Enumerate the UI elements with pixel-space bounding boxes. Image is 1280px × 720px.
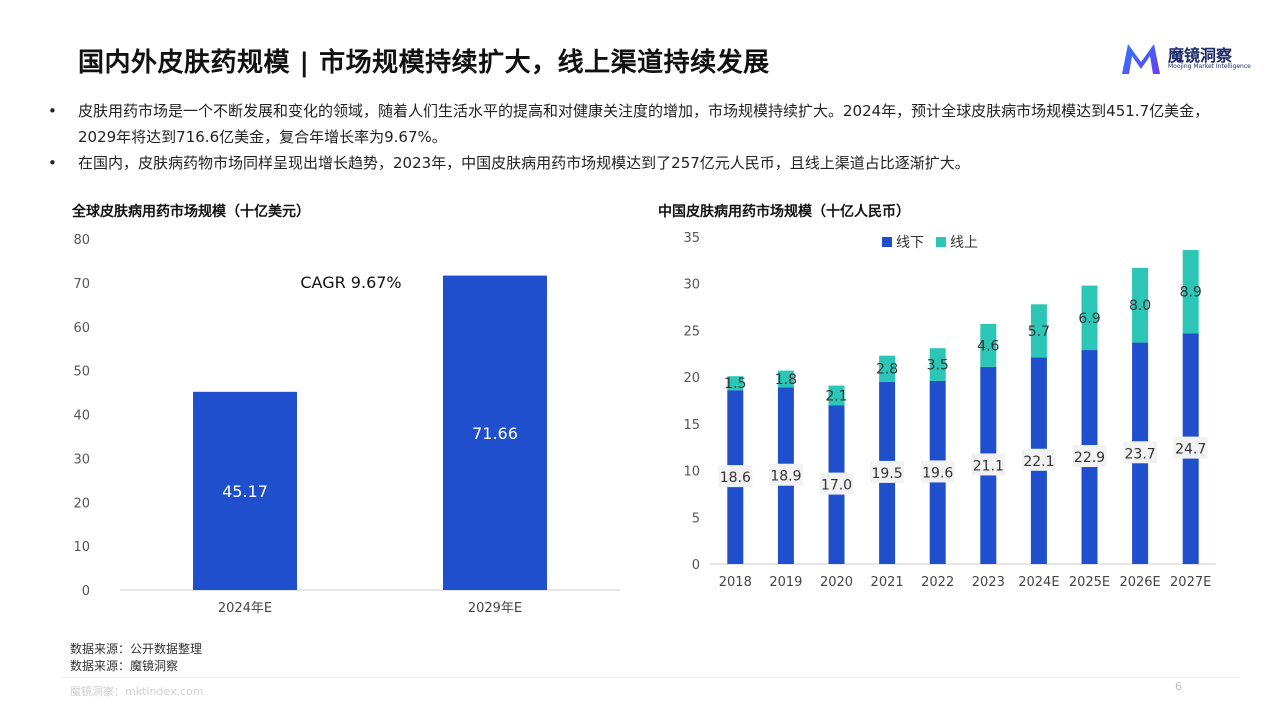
- y-tick-label: 0: [82, 584, 90, 599]
- offline-value-label: 22.1: [1023, 454, 1054, 470]
- online-value-label: 2.8: [876, 362, 898, 378]
- y-tick-label: 20: [683, 371, 700, 386]
- x-tick-label: 2021: [871, 575, 904, 590]
- online-value-label: 2.1: [825, 388, 847, 404]
- bar-online: [879, 355, 896, 382]
- online-value-label: 3.5: [927, 358, 949, 374]
- value-label-bg: [768, 463, 803, 486]
- bar: [443, 275, 547, 590]
- bar-online: [1081, 285, 1098, 351]
- y-tick-label: 40: [73, 409, 90, 424]
- value-label-bg: [1123, 441, 1158, 464]
- footer-text: 魔镜洞察：mktindex.com: [70, 685, 204, 698]
- bar-online: [1182, 250, 1199, 334]
- legend-label-offline: 线下: [896, 235, 924, 251]
- offline-value-label: 23.7: [1125, 446, 1156, 462]
- bar-value-label: 71.66: [472, 424, 518, 443]
- y-tick-label: 70: [73, 277, 90, 292]
- value-label-bg: [1173, 436, 1208, 459]
- x-tick-label: 2029年E: [468, 601, 522, 616]
- online-value-label: 8.9: [1180, 285, 1202, 301]
- global-chart-title: 全球皮肤病用药市场规模（十亿美元）: [72, 204, 310, 220]
- bar-online: [1030, 304, 1047, 358]
- y-tick-label: 30: [683, 278, 700, 293]
- brand-logo: 魔镜洞察 Moojing Market Intelligence: [1118, 40, 1251, 76]
- global-market-chart: 0 10 20 30 40 50 60 70 80 45.17 2024年E 71.66 2029年E C…: [73, 233, 620, 616]
- bar-online: [777, 370, 794, 388]
- offline-value-label: 22.9: [1074, 450, 1105, 466]
- value-label-bg: [1072, 445, 1107, 468]
- y-tick-label: 20: [73, 496, 90, 511]
- data-source-1: 数据来源：公开数据整理: [70, 642, 203, 656]
- bar-online: [727, 376, 744, 391]
- bar-online: [1132, 267, 1149, 343]
- china-market-chart: 0 5 10 15 20 25 30 35 18.6 1.5 2018 18.9 1.8 2019 17.0…: [683, 231, 1216, 590]
- offline-value-label: 18.9: [770, 469, 801, 485]
- online-value-label: 1.8: [775, 372, 797, 388]
- offline-value-label: 21.1: [973, 458, 1004, 474]
- value-label-bg: [718, 465, 753, 488]
- y-tick-label: 10: [73, 540, 90, 555]
- y-tick-label: 0: [692, 558, 700, 573]
- y-tick-label: 60: [73, 321, 90, 336]
- bullet-item: • 皮肤用药市场是一个不断发展和变化的领域，随着人们生活水平的提高和对健康关注度…: [48, 98, 1228, 150]
- offline-value-label: 19.5: [872, 466, 903, 482]
- bullet-text: 皮肤用药市场是一个不断发展和变化的领域，随着人们生活水平的提高和对健康关注度的增…: [78, 102, 1210, 146]
- offline-value-label: 17.0: [821, 478, 852, 494]
- legend-label-online: 线上: [950, 235, 978, 251]
- bullet-list: • 皮肤用药市场是一个不断发展和变化的领域，随着人们生活水平的提高和对健康关注度…: [48, 98, 1228, 176]
- bar-value-label: 45.17: [222, 482, 268, 501]
- bar-online: [980, 323, 997, 367]
- y-tick-label: 10: [683, 465, 700, 480]
- x-tick-label: 2024年E: [218, 601, 272, 616]
- value-label-bg: [1021, 448, 1056, 471]
- bar: [193, 391, 297, 590]
- bullet-mark: •: [48, 102, 57, 120]
- y-tick-label: 5: [692, 511, 700, 526]
- page-title: 国内外皮肤药规模 | 市场规模持续扩大，线上渠道持续发展: [78, 48, 770, 78]
- legend-swatch-online: [936, 237, 946, 247]
- y-tick-label: 80: [73, 233, 90, 248]
- online-value-label: 5.7: [1028, 324, 1050, 340]
- bullet-mark: •: [48, 154, 57, 172]
- x-tick-label: 2019: [769, 575, 802, 590]
- y-tick-label: 15: [683, 418, 700, 433]
- offline-value-label: 18.6: [720, 470, 751, 486]
- x-tick-label: 2022: [921, 575, 954, 590]
- value-label-bg: [971, 453, 1006, 476]
- y-tick-label: 35: [683, 231, 700, 246]
- bullet-text: 在国内，皮肤病药物市场同样呈现出增长趋势，2023年，中国皮肤病用药市场规模达到…: [78, 154, 970, 172]
- online-value-label: 6.9: [1078, 311, 1100, 327]
- x-tick-label: 2026E: [1119, 575, 1160, 590]
- x-tick-label: 2018: [719, 575, 752, 590]
- online-value-label: 1.5: [724, 376, 746, 392]
- logo-text: 魔镜洞察: [1168, 46, 1233, 65]
- online-value-label: 4.6: [977, 338, 999, 354]
- logo-subtext: Moojing Market Intelligence: [1168, 63, 1251, 70]
- value-label-bg: [920, 460, 955, 483]
- logo-m-icon: [1122, 44, 1160, 74]
- value-label-bg: [819, 472, 854, 495]
- x-tick-label: 2025E: [1069, 575, 1110, 590]
- cagr-annotation: CAGR 9.67%: [300, 273, 401, 292]
- x-tick-label: 2020: [820, 575, 853, 590]
- value-label-bg: [870, 460, 905, 483]
- bullet-item: • 在国内，皮肤病药物市场同样呈现出增长趋势，2023年，中国皮肤病用药市场规模…: [48, 150, 1228, 176]
- legend-swatch-offline: [882, 237, 892, 247]
- x-tick-label: 2027E: [1170, 575, 1211, 590]
- y-tick-label: 50: [73, 365, 90, 380]
- bar-online: [929, 348, 946, 381]
- online-value-label: 8.0: [1129, 298, 1151, 314]
- offline-value-label: 24.7: [1175, 442, 1206, 458]
- x-tick-label: 2024E: [1018, 575, 1059, 590]
- footer-divider: [60, 677, 1240, 678]
- x-tick-label: 2023: [972, 575, 1005, 590]
- y-tick-label: 25: [683, 324, 700, 339]
- china-chart-title: 中国皮肤病用药市场规模（十亿人民币）: [658, 204, 910, 220]
- y-tick-label: 30: [73, 452, 90, 467]
- data-source-2: 数据来源：魔镜洞察: [70, 659, 179, 673]
- offline-value-label: 19.6: [922, 465, 953, 481]
- page-number: 6: [1175, 680, 1182, 693]
- bar-online: [828, 385, 845, 406]
